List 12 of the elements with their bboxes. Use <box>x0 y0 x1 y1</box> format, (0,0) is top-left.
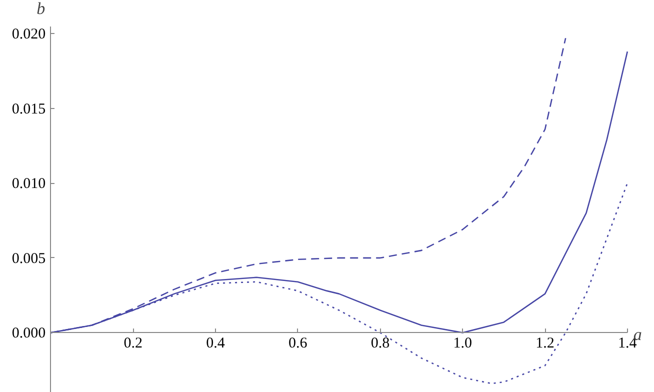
y-tick-label: 0.020 <box>12 26 46 43</box>
y-tick-label: 0.000 <box>12 326 46 342</box>
x-tick-label: 1.2 <box>536 336 554 352</box>
x-tick-label: 0.4 <box>206 336 226 352</box>
x-tick-label: 0.8 <box>370 336 390 352</box>
x-tick-label: 0.2 <box>124 336 142 352</box>
y-tick-label: 0.015 <box>12 101 46 118</box>
y-axis-title: b <box>36 0 46 18</box>
x-tick-label: 0.6 <box>288 336 308 352</box>
y-tick-label: 0.010 <box>12 176 46 192</box>
x-tick-label: 1.0 <box>453 336 472 352</box>
y-tick-label: 0.005 <box>12 250 46 267</box>
